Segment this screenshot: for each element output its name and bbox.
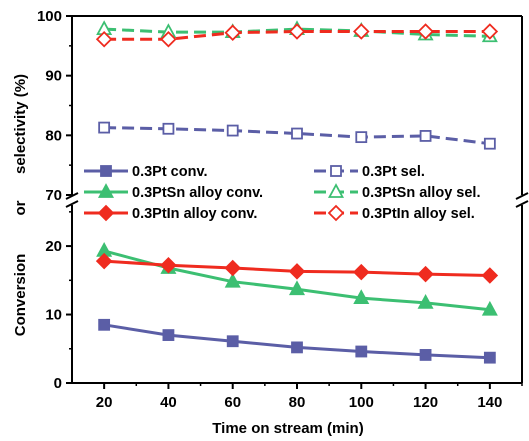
y-axis-title-bottom: Conversion	[12, 254, 29, 337]
y-tick-label-lower: 0	[54, 375, 62, 392]
data-point-series-1	[226, 124, 239, 137]
y-tick-label-lower: 10	[45, 307, 62, 324]
data-point-series-1	[355, 131, 368, 144]
legend-marker-5	[327, 204, 345, 222]
data-point-series-0	[226, 335, 239, 348]
data-point-series-5	[224, 24, 241, 41]
axis-break-right-b	[515, 200, 529, 208]
legend-marker-0	[100, 165, 112, 177]
data-point-series-4	[160, 256, 177, 274]
data-point-series-2	[224, 272, 241, 288]
y-tick-label-upper: 90	[45, 68, 62, 85]
data-point-series-5	[95, 30, 113, 48]
x-tick-label: 120	[413, 394, 438, 411]
data-point-series-5	[481, 23, 499, 40]
data-point-series-5	[160, 30, 177, 48]
x-tick-label: 140	[477, 394, 502, 411]
data-point-series-4	[288, 263, 306, 280]
data-point-series-5	[417, 23, 434, 40]
x-tick-label: 20	[96, 394, 113, 411]
x-tick-label: 80	[289, 394, 306, 411]
y-tick-label-upper: 70	[45, 187, 62, 204]
data-point-series-0	[419, 349, 432, 361]
legend-marker-1	[330, 165, 342, 177]
chart-series-layer	[95, 20, 499, 364]
data-point-series-0	[98, 318, 111, 331]
axis-break-right-a	[515, 192, 529, 200]
data-point-series-1	[291, 127, 303, 140]
legend-label-1: 0.3Pt sel.	[362, 164, 425, 180]
x-tick-label: 40	[160, 394, 177, 411]
data-point-series-4	[95, 252, 113, 270]
data-point-series-5	[353, 23, 370, 40]
y-axis-title-middle: or	[12, 200, 29, 215]
legend-label-5: 0.3PtIn alloy sel.	[362, 206, 475, 222]
data-point-series-2	[288, 280, 306, 296]
data-point-series-5	[288, 23, 306, 40]
data-point-series-0	[162, 329, 175, 341]
data-point-series-0	[291, 341, 303, 354]
y-axis-title-top: selectivity (%)	[12, 74, 29, 174]
data-point-series-1	[98, 121, 111, 134]
data-point-series-1	[162, 122, 175, 135]
data-point-series-2	[417, 294, 434, 309]
x-axis-title: Time on stream (min)	[212, 420, 363, 437]
legend-label-4: 0.3PtIn alloy conv.	[132, 206, 257, 222]
data-point-series-2	[481, 300, 498, 316]
y-tick-label-upper: 100	[37, 8, 62, 25]
legend-marker-2	[97, 183, 115, 198]
data-point-series-4	[417, 265, 434, 283]
chart-axes: 20 40 60 80 100 120 140 70 80 90 100 0 10 20	[37, 8, 529, 411]
y-tick-label-upper: 80	[45, 127, 62, 144]
data-point-series-1	[483, 137, 496, 150]
x-tick-label: 100	[349, 394, 374, 411]
x-tick-label: 60	[224, 394, 241, 411]
legend-label-3: 0.3PtSn alloy sel.	[362, 185, 480, 201]
legend-marker-4	[97, 204, 115, 222]
data-point-series-0	[483, 351, 496, 364]
chart-legend: 0.3Pt conv. 0.3Pt sel. 0.3PtSn alloy conv.…	[84, 164, 480, 222]
data-point-series-2	[353, 289, 370, 305]
data-point-series-4	[481, 267, 499, 284]
data-point-series-1	[419, 130, 432, 142]
data-point-series-0	[355, 345, 368, 358]
axis-break-left-b	[65, 200, 79, 208]
legend-marker-3	[327, 183, 345, 198]
legend-label-2: 0.3PtSn alloy conv.	[132, 185, 263, 201]
y-tick-label-lower: 20	[45, 238, 62, 255]
data-point-series-4	[224, 259, 241, 277]
legend-label-0: 0.3Pt conv.	[132, 164, 207, 180]
data-point-series-4	[353, 263, 370, 281]
series-line-2	[103, 249, 491, 312]
